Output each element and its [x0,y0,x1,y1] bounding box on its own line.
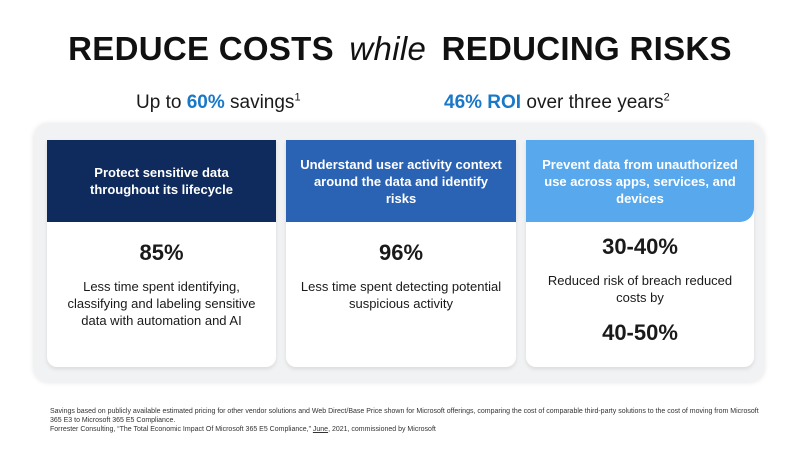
card-body: 85% Less time spent identifying, classif… [47,240,276,329]
card-description: Less time spent detecting potential susp… [300,279,502,311]
roi-highlight: 46% ROI [444,92,522,113]
card-stat: 30-40% [602,234,678,259]
savings-suffix: savings [224,92,295,113]
card-stat: 85% [139,240,184,265]
footnote-2-suffix: , 2021, commissioned by Microsoft [328,426,436,433]
roi-subhead: 46% ROI over three years2 [444,92,670,114]
footnote-2-date: June [312,426,329,433]
savings-footnote-ref: 1 [294,91,301,104]
card-header: Protect sensitive data throughout its li… [47,140,276,222]
roi-footnote-ref: 2 [663,91,670,104]
card-body: 30-40% Reduced risk of breach reduced co… [526,234,754,346]
card-understand: Understand user activity context around … [286,140,516,367]
roi-suffix: over three years [521,92,664,113]
savings-highlight: 60% [186,92,225,113]
card-description: Less time spent identifying, classifying… [67,279,256,328]
footnotes: Savings based on publicly available esti… [50,407,770,434]
card-header: Understand user activity context around … [286,140,516,222]
savings-subhead: Up to 60% savings1 [136,92,301,114]
page-title: REDUCE COSTS while REDUCING RISKS [0,30,800,68]
footnote-1: Savings based on publicly available esti… [50,408,759,424]
card-protect: Protect sensitive data throughout its li… [47,140,276,367]
title-part1: REDUCE COSTS [68,30,334,67]
title-part2: REDUCING RISKS [441,30,732,67]
savings-prefix: Up to [136,92,187,113]
card-prevent: Prevent data from unauthorized use acros… [526,140,754,367]
footnote-2-prefix: Forrester Consulting, “The Total Economi… [50,426,313,433]
card-stat: 96% [378,240,424,265]
title-emphasis: while [349,30,427,67]
card-body: 96% Less time spent detecting potential … [286,240,516,312]
card-description: Reduced risk of breach reduced costs by [547,273,733,305]
card-stat-secondary: 40-50% [602,320,678,345]
card-header: Prevent data from unauthorized use acros… [526,140,754,222]
footnote-2: Forrester Consulting, “The Total Economi… [50,425,770,434]
